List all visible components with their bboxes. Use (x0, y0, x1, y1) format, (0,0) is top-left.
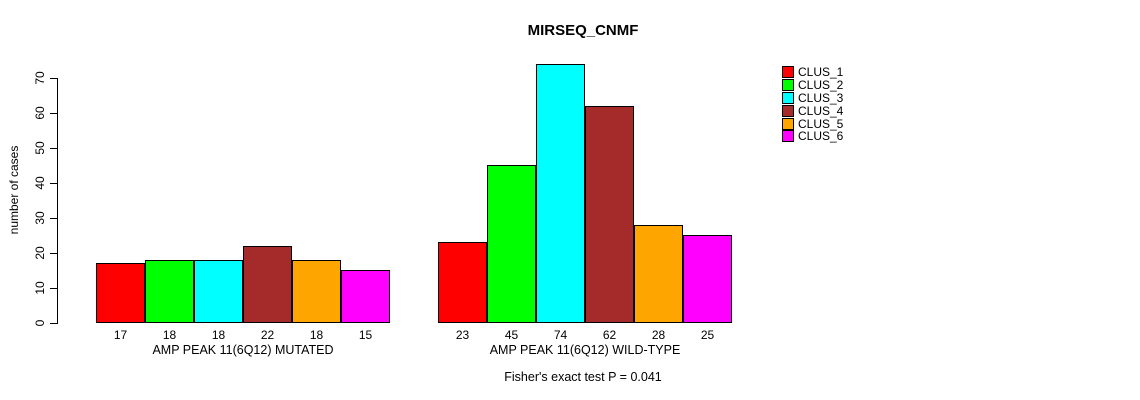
bar-clus_3-group1 (194, 260, 243, 323)
legend-label: CLUS_4 (798, 103, 844, 118)
y-tick-mark (50, 323, 57, 324)
bar-value-label: 45 (504, 328, 519, 342)
legend-row: CLUS_5 (782, 116, 844, 131)
bar-clus_4-group1 (243, 246, 292, 323)
bar-value-label: 74 (553, 328, 568, 342)
group-label: AMP PEAK 11(6Q12) MUTATED (152, 343, 334, 357)
y-tick-label: 20 (33, 246, 47, 260)
legend-row: CLUS_4 (782, 103, 844, 118)
legend-row: CLUS_1 (782, 65, 844, 80)
y-tick-label: 50 (33, 141, 47, 155)
y-axis-line (57, 78, 58, 324)
y-tick-mark (50, 113, 57, 114)
y-tick-mark (50, 218, 57, 219)
y-tick-label: 40 (33, 176, 47, 190)
bar-value-label: 18 (309, 328, 324, 342)
y-tick-label: 10 (33, 281, 47, 295)
bar-value-label: 18 (162, 328, 177, 342)
y-tick-label: 70 (33, 71, 47, 85)
y-tick-mark (50, 148, 57, 149)
legend-swatch-icon (782, 79, 794, 92)
bar-value-label: 28 (651, 328, 666, 342)
bar-value-label: 25 (700, 328, 715, 342)
legend-swatch-icon (782, 104, 794, 117)
legend-swatch-icon (782, 117, 794, 130)
chart-title: MIRSEQ_CNMF (527, 22, 639, 39)
y-tick-mark (50, 288, 57, 289)
bar-value-label: 62 (602, 328, 617, 342)
bar-value-label: 17 (113, 328, 128, 342)
bar-clus_1-group1 (96, 263, 145, 323)
y-tick-mark (50, 78, 57, 79)
bar-clus_2-group1 (145, 260, 194, 323)
y-tick-label: 0 (33, 319, 47, 327)
legend-swatch-icon (782, 91, 794, 104)
y-tick-mark (50, 183, 57, 184)
bar-value-label: 22 (260, 328, 275, 342)
legend-row: CLUS_3 (782, 91, 844, 105)
bar-clus_1-group2 (438, 242, 487, 323)
bar-value-label: 23 (455, 328, 470, 342)
group-label: AMP PEAK 11(6Q12) WILD-TYPE (489, 343, 681, 357)
bar-clus_3-group2 (536, 64, 585, 323)
legend-label: CLUS_3 (798, 91, 844, 105)
legend-label: CLUS_6 (798, 129, 844, 144)
bar-clus_5-group1 (292, 260, 341, 323)
y-tick-label: 60 (33, 106, 47, 120)
legend-label: CLUS_5 (798, 116, 844, 131)
legend: CLUS_1 CLUS_2 CLUS_3 CLUS_4 CLUS_5 CLUS_6 (782, 65, 844, 144)
bar-clus_2-group2 (487, 165, 536, 323)
y-tick-label: 30 (33, 211, 47, 225)
bar-clus_5-group2 (634, 225, 683, 323)
bar-clus_6-group1 (341, 270, 390, 323)
y-tick-mark (50, 253, 57, 254)
bar-value-label: 15 (358, 328, 373, 342)
bar-value-label: 18 (211, 328, 226, 342)
legend-label: CLUS_1 (798, 65, 844, 80)
legend-swatch-icon (782, 130, 794, 143)
legend-row: CLUS_2 (782, 78, 844, 93)
bar-clus_6-group2 (683, 235, 732, 323)
annotation-text: Fisher's exact test P = 0.041 (504, 370, 662, 384)
legend-swatch-icon (782, 66, 794, 79)
legend-label: CLUS_2 (798, 78, 844, 93)
legend-row: CLUS_6 (782, 129, 844, 144)
y-axis-label: number of cases (7, 145, 21, 235)
bar-clus_4-group2 (585, 106, 634, 323)
